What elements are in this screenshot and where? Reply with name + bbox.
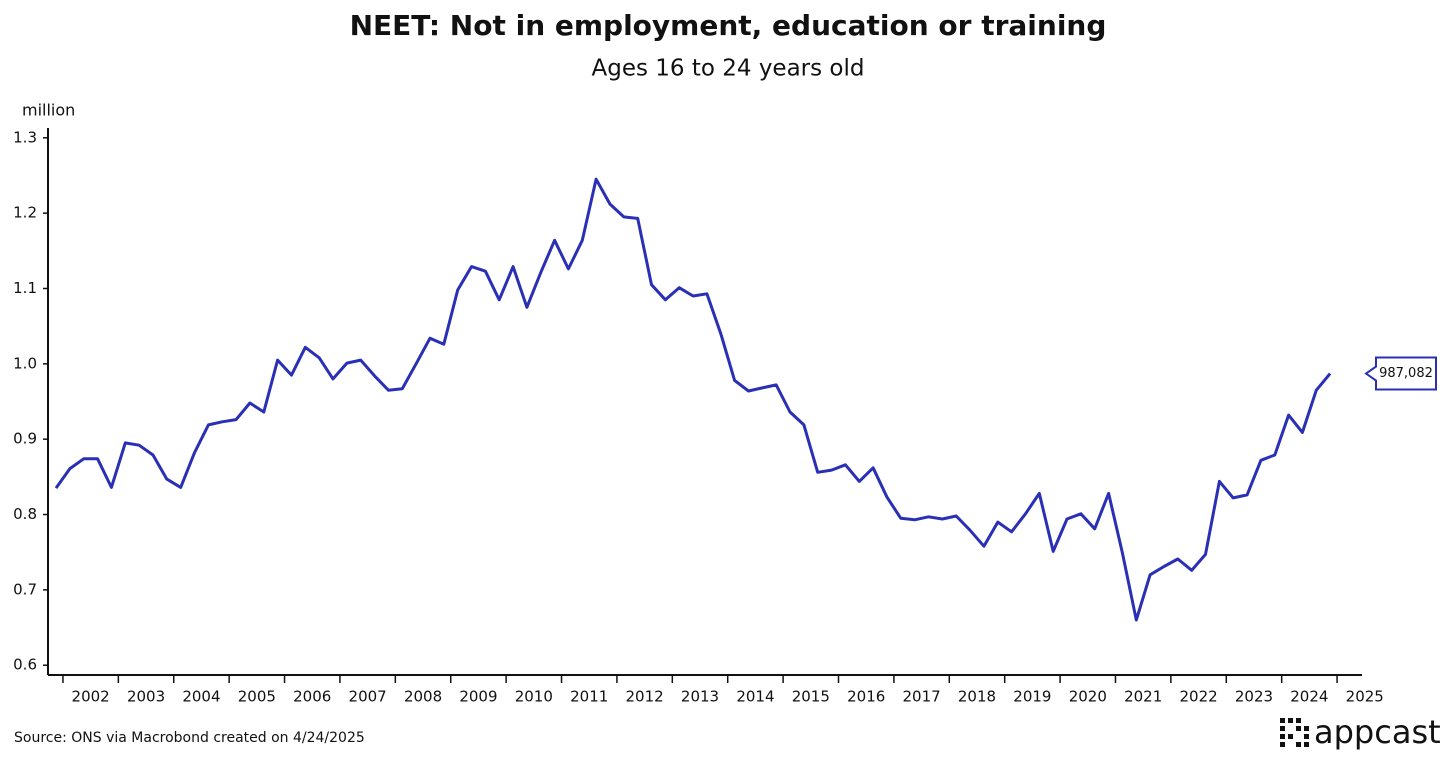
x-tick-label: 2016 bbox=[847, 688, 885, 706]
y-tick-label: 1.1 bbox=[13, 279, 37, 297]
x-tick-label: 2023 bbox=[1235, 688, 1273, 706]
value-label-box bbox=[1364, 356, 1437, 391]
x-tick-label: 2006 bbox=[293, 688, 331, 706]
x-tick-label: 2015 bbox=[792, 688, 830, 706]
x-tick-label: 2014 bbox=[736, 688, 774, 706]
x-tick-label: 2024 bbox=[1290, 688, 1328, 706]
source-note: Source: ONS via Macrobond created on 4/2… bbox=[14, 730, 365, 746]
logo-icon bbox=[1280, 718, 1309, 747]
y-tick-label: 0.6 bbox=[13, 656, 37, 674]
x-tick-label: 2022 bbox=[1179, 688, 1217, 706]
x-tick-label: 2010 bbox=[515, 688, 553, 706]
x-tick-label: 2021 bbox=[1124, 688, 1162, 706]
y-tick-label: 1.2 bbox=[13, 204, 37, 222]
x-tick-label: 2004 bbox=[182, 688, 220, 706]
logo: appcast bbox=[1280, 713, 1441, 751]
value-label: 987,082 bbox=[1379, 366, 1433, 381]
x-tick-label: 2012 bbox=[626, 688, 664, 706]
x-tick-label: 2009 bbox=[459, 688, 497, 706]
chart-subtitle: Ages 16 to 24 years old bbox=[591, 56, 864, 82]
x-tick-label: 2025 bbox=[1346, 688, 1384, 706]
logo-text: appcast bbox=[1314, 713, 1441, 751]
y-tick-label: 1.3 bbox=[13, 128, 37, 146]
x-tick-label: 2017 bbox=[903, 688, 941, 706]
chart-title: NEET: Not in employment, education or tr… bbox=[350, 9, 1107, 42]
y-axis-label: million bbox=[22, 101, 75, 120]
data-line bbox=[54, 177, 1332, 622]
y-tick-label: 0.7 bbox=[13, 580, 37, 598]
x-tick-label: 2005 bbox=[238, 688, 276, 706]
x-tick-label: 2002 bbox=[72, 688, 110, 706]
x-tick-label: 2003 bbox=[127, 688, 165, 706]
y-tick-label: 1.0 bbox=[13, 354, 37, 372]
y-tick-label: 0.8 bbox=[13, 505, 37, 523]
x-tick-label: 2011 bbox=[570, 688, 608, 706]
x-tick-label: 2007 bbox=[349, 688, 387, 706]
y-tick-label: 0.9 bbox=[13, 430, 37, 448]
x-tick-label: 2019 bbox=[1013, 688, 1051, 706]
x-tick-label: 2013 bbox=[681, 688, 719, 706]
x-tick-label: 2020 bbox=[1069, 688, 1107, 706]
x-tick-label: 2018 bbox=[958, 688, 996, 706]
x-tick-label: 2008 bbox=[404, 688, 442, 706]
